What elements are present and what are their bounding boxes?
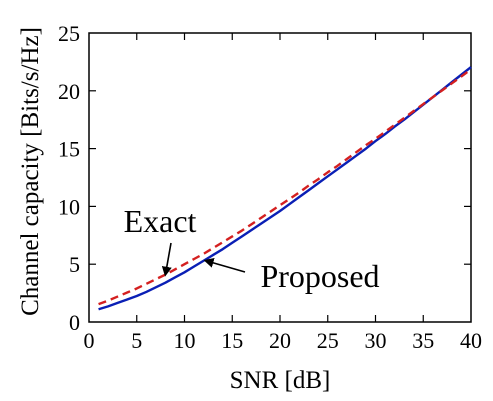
annotation-exact: Exact	[124, 203, 197, 239]
x-tick-label: 10	[174, 328, 196, 353]
series-lines	[98, 66, 472, 311]
x-tick-label: 0	[84, 328, 95, 353]
annotation-arrow	[161, 242, 172, 277]
y-tick-label: 5	[69, 252, 80, 277]
series-line-proposed	[98, 68, 472, 306]
y-tick-label: 15	[58, 137, 80, 162]
x-tick-label: 15	[221, 328, 243, 353]
axis-ticks: 0 5 10 15 20 25 30 35 40 0 5 10 15 20 25	[58, 21, 482, 353]
x-axis-label: SNR [dB]	[230, 367, 331, 394]
y-tick-label: 25	[58, 21, 80, 46]
x-tick-label: 20	[269, 328, 291, 353]
y-tick-label: 20	[58, 79, 80, 104]
x-tick-label: 25	[317, 328, 339, 353]
annotation-arrow	[203, 258, 246, 273]
series-line-exact	[98, 66, 472, 311]
y-tick-label: 10	[58, 194, 80, 219]
x-tick-label: 5	[131, 328, 142, 353]
x-tick-label: 35	[412, 328, 434, 353]
x-tick-label: 30	[365, 328, 387, 353]
annotation-proposed: Proposed	[260, 258, 379, 294]
y-axis-label: Channel capacity [Bits/s/Hz]	[17, 27, 44, 316]
x-tick-label: 40	[460, 328, 482, 353]
y-tick-label: 0	[69, 310, 80, 335]
annotations: Exact Proposed	[124, 203, 380, 294]
